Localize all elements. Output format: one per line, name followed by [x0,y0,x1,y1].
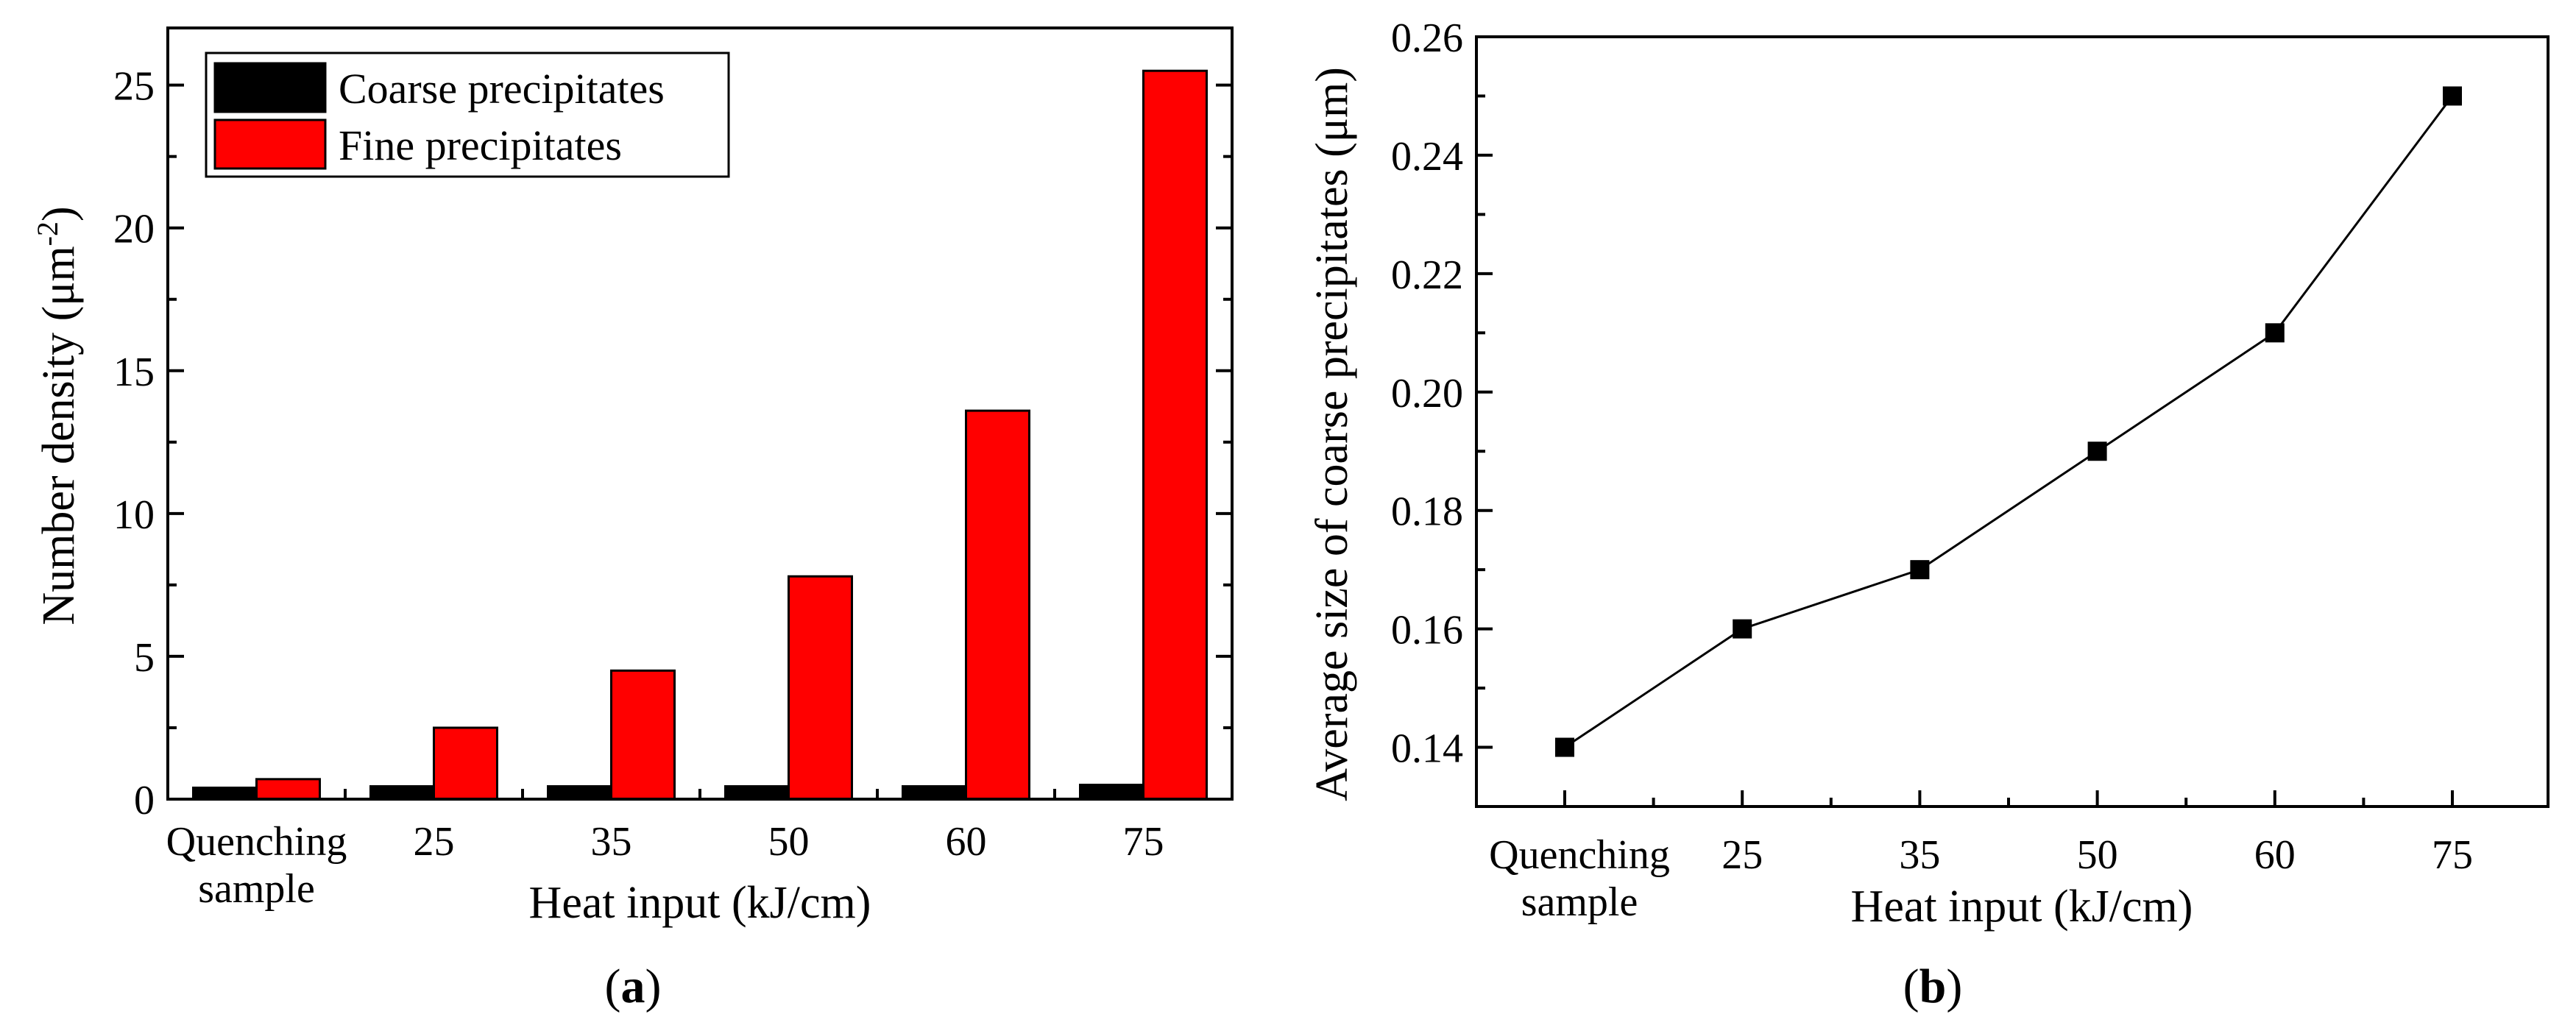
panel-b-line-chart: 0.14 0.16 0.18 0.20 0.22 0.24 0.26 Quenching sa… [1307,15,2550,1013]
panel-b-y-axis-title: Average size of coarse precipitates (μm) [1307,67,1357,801]
legend-swatch-fine [213,118,327,170]
panel-b-caption: (b) [1903,960,1963,1013]
b-point-5 [2443,86,2462,106]
b-point-2 [1910,560,1930,580]
legend-label-coarse: Coarse precipitates [339,65,665,113]
bar-fine-0 [255,778,321,801]
b-y-tick-label: 0.16 [1391,608,1463,653]
panel-a-caption: (a) [605,960,662,1013]
panel-a-bars [192,69,1208,801]
a-x-tick-label-3: 50 [768,819,810,865]
b-y-tick-label: 0.26 [1391,15,1463,61]
b-x-tick-label-2: 35 [1899,832,1940,878]
b-point-4 [2265,323,2285,343]
b-y-tick-label: 0.18 [1391,489,1463,535]
a-x-tick-label-1: 25 [414,819,455,865]
bar-fine-5 [1142,69,1208,801]
b-series-line [1564,95,2454,748]
b-y-tick-label: 0.22 [1391,252,1463,298]
b-x-tick-label-5: 75 [2432,832,2473,878]
bar-fine-2 [610,669,676,801]
b-x-tick-label-1: 25 [1722,832,1763,878]
legend-swatch-coarse [213,62,327,113]
bar-fine-3 [788,575,853,801]
bar-coarse-4 [902,785,967,801]
b-point-0 [1555,737,1574,757]
panel-a-bar-chart: 0 5 10 15 20 25 Quenching sample 25 35 50 60 75 Coa… [31,26,1234,1013]
panel-a-ticks: 0 5 10 15 20 25 [113,64,1234,823]
b-y-tick-label: 0.14 [1391,726,1463,772]
bar-coarse-3 [724,785,790,801]
legend-label-fine: Fine precipitates [339,121,622,169]
panel-a-legend: Coarse precipitates Fine precipitates [205,52,730,178]
a-y-tick-label: 0 [134,778,155,823]
b-x-tick-label-3: 50 [2077,832,2118,878]
a-y-tick-label: 20 [113,207,155,252]
panel-a-x-axis-title: Heat input (kJ/cm) [529,878,871,928]
bar-coarse-1 [369,785,435,801]
a-x-tick-label-2: 35 [591,819,632,865]
a-x-tick-label-0: Quenching sample [166,819,347,912]
bar-coarse-0 [192,786,258,801]
b-point-1 [1733,619,1752,639]
a-x-tick-label-5: 75 [1123,819,1164,865]
b-y-tick-label: 0.20 [1391,371,1463,416]
a-y-tick-label: 10 [113,492,155,538]
bar-coarse-2 [547,785,612,801]
bar-coarse-5 [1079,784,1144,801]
panel-b-ticks: 0.14 0.16 0.18 0.20 0.22 0.24 0.26 [1391,15,2454,808]
panel-a-x-tick-labels: Quenching sample 25 35 50 60 75 [166,819,1164,912]
a-y-tick-label: 5 [134,635,155,681]
b-x-tick-label-4: 60 [2254,832,2296,878]
panel-b-x-tick-labels: Quenching sample 25 35 50 60 75 [1489,832,2473,925]
a-y-tick-label: 15 [113,350,155,395]
panel-b-plot-frame [1475,35,2550,808]
a-y-tick-label: 25 [113,64,155,110]
panel-b-series [1555,86,2462,757]
bar-fine-1 [433,726,498,801]
bar-fine-4 [965,409,1030,801]
b-y-tick-label: 0.24 [1391,134,1463,180]
b-x-tick-label-0: Quenching sample [1489,832,1670,925]
a-x-tick-label-4: 60 [946,819,987,865]
panel-a-y-axis-title: Number density (μm-2) [31,206,85,625]
panel-b-x-axis-title: Heat input (kJ/cm) [1851,882,2193,932]
b-point-3 [2087,442,2107,461]
